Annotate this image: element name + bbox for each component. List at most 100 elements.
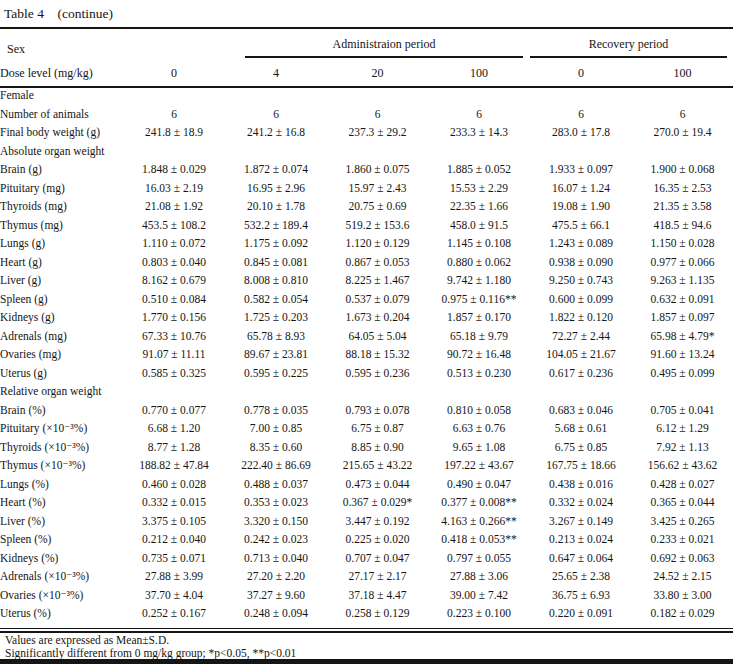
value-cell: 6: [530, 105, 632, 124]
value-cell: 1.770 ± 0.156: [123, 308, 225, 327]
value-cell: 532.2 ± 189.4: [225, 216, 327, 235]
value-cell: 19.08 ± 1.90: [530, 197, 632, 216]
value-cell: 0.495 ± 0.099: [632, 364, 733, 383]
table-row: Uterus (%)0.252 ± 0.1670.248 ± 0.0940.25…: [0, 604, 733, 623]
value-cell: 20.75 ± 0.69: [327, 197, 428, 216]
value-cell: 9.263 ± 1.135: [632, 271, 733, 290]
table-row: Ovaries (×10⁻³%)37.70 ± 4.0437.27 ± 9.60…: [0, 586, 733, 605]
value-cell: 21.35 ± 3.58: [632, 197, 733, 216]
value-cell: 283.0 ± 17.8: [530, 123, 632, 142]
value-cell: 9.250 ± 0.743: [530, 271, 632, 290]
value-cell: 0.490 ± 0.047: [428, 475, 530, 494]
value-cell: 0.365 ± 0.044: [632, 493, 733, 512]
value-cell: 1.872 ± 0.074: [225, 160, 327, 179]
footer-rule-thick: [0, 631, 733, 633]
value-cell: 89.67 ± 23.81: [225, 345, 327, 364]
value-cell: 0.223 ± 0.100: [428, 604, 530, 623]
table-row: Pituitary (×10⁻³%)6.68 ± 1.207.00 ± 0.85…: [0, 419, 733, 438]
value-cell: 0.803 ± 0.040: [123, 253, 225, 272]
value-cell: 15.53 ± 2.29: [428, 179, 530, 198]
value-cell: 3.425 ± 0.265: [632, 512, 733, 531]
row-label: Pituitary (×10⁻³%): [0, 419, 123, 438]
value-cell: 0.438 ± 0.016: [530, 475, 632, 494]
value-cell: 0.845 ± 0.081: [225, 253, 327, 272]
value-cell: 1.848 ± 0.029: [123, 160, 225, 179]
value-cell: 0.252 ± 0.167: [123, 604, 225, 623]
value-cell: 167.75 ± 18.66: [530, 456, 632, 475]
value-cell: 0.513 ± 0.230: [428, 364, 530, 383]
value-cell: 8.008 ± 0.810: [225, 271, 327, 290]
value-cell: 233.3 ± 14.3: [428, 123, 530, 142]
value-cell: 6.63 ± 0.76: [428, 419, 530, 438]
value-cell: 7.92 ± 1.13: [632, 438, 733, 457]
table-row: Thyroids (×10⁻³%)8.77 ± 1.288.35 ± 0.608…: [0, 438, 733, 457]
value-cell: 0.692 ± 0.063: [632, 549, 733, 568]
value-cell: 65.78 ± 8.93: [225, 327, 327, 346]
value-cell: 241.8 ± 18.9: [123, 123, 225, 142]
table-title: Table 4 (continue): [4, 6, 113, 22]
value-cell: 188.82 ± 47.84: [123, 456, 225, 475]
value-cell: 65.18 ± 9.79: [428, 327, 530, 346]
value-cell: 0.248 ± 0.094: [225, 604, 327, 623]
table-row: Female: [0, 86, 733, 105]
row-label: Adrenals (×10⁻³%): [0, 567, 123, 586]
value-cell: 0.428 ± 0.027: [632, 475, 733, 494]
value-cell: 8.225 ± 1.467: [327, 271, 428, 290]
table-row: Heart (g)0.803 ± 0.0400.845 ± 0.0810.867…: [0, 253, 733, 272]
value-cell: 0.647 ± 0.064: [530, 549, 632, 568]
row-label: Final body weight (g): [0, 123, 123, 142]
table-row: Spleen (%)0.212 ± 0.0400.242 ± 0.0230.22…: [0, 530, 733, 549]
table-row: Pituitary (mg)16.03 ± 2.1916.95 ± 2.9615…: [0, 179, 733, 198]
value-cell: 0.975 ± 0.116**: [428, 290, 530, 309]
table-row: Kidneys (%)0.735 ± 0.0710.713 ± 0.0400.7…: [0, 549, 733, 568]
value-cell: 1.243 ± 0.089: [530, 234, 632, 253]
value-cell: 8.162 ± 0.679: [123, 271, 225, 290]
table-row: Final body weight (g)241.8 ± 18.9241.2 ±…: [0, 123, 733, 142]
row-label: Brain (%): [0, 401, 123, 420]
value-cell: 3.375 ± 0.105: [123, 512, 225, 531]
row-label: Female: [0, 86, 123, 105]
value-cell: 33.80 ± 3.00: [632, 586, 733, 605]
value-cell: 1.175 ± 0.092: [225, 234, 327, 253]
value-cell: [225, 86, 327, 105]
value-cell: 0.707 ± 0.047: [327, 549, 428, 568]
table-row: Absolute organ weight: [0, 142, 733, 161]
value-cell: 3.447 ± 0.192: [327, 512, 428, 531]
bottom-edge-rule: [0, 659, 733, 664]
value-cell: 9.742 ± 1.180: [428, 271, 530, 290]
value-cell: 519.2 ± 153.6: [327, 216, 428, 235]
value-cell: 1.933 ± 0.097: [530, 160, 632, 179]
value-cell: 8.35 ± 0.60: [225, 438, 327, 457]
table-row: Thymus (mg)453.5 ± 108.2532.2 ± 189.4519…: [0, 216, 733, 235]
row-label: Heart (g): [0, 253, 123, 272]
value-cell: 0.233 ± 0.021: [632, 530, 733, 549]
dose-level-label: Dose level (mg/kg): [0, 60, 123, 86]
header-rule: [0, 86, 733, 88]
value-cell: 458.0 ± 91.5: [428, 216, 530, 235]
value-cell: 36.75 ± 6.93: [530, 586, 632, 605]
value-cell: 0.460 ± 0.028: [123, 475, 225, 494]
value-cell: 0.793 ± 0.078: [327, 401, 428, 420]
value-cell: 1.857 ± 0.170: [428, 308, 530, 327]
value-cell: [530, 86, 632, 105]
value-cell: 8.77 ± 1.28: [123, 438, 225, 457]
table-row: Adrenals (mg)67.33 ± 10.7665.78 ± 8.9364…: [0, 327, 733, 346]
value-cell: 6: [327, 105, 428, 124]
value-cell: 0.938 ± 0.090: [530, 253, 632, 272]
value-cell: 37.70 ± 4.04: [123, 586, 225, 605]
row-label: Lungs (%): [0, 475, 123, 494]
dose-level-row: Dose level (mg/kg) 0 4 20 100 0 100: [0, 60, 733, 86]
value-cell: 0.810 ± 0.058: [428, 401, 530, 420]
value-cell: 91.60 ± 13.24: [632, 345, 733, 364]
value-cell: 16.35 ± 2.53: [632, 179, 733, 198]
value-cell: 0.212 ± 0.040: [123, 530, 225, 549]
value-cell: 0.182 ± 0.029: [632, 604, 733, 623]
value-cell: [327, 382, 428, 401]
value-cell: [225, 142, 327, 161]
dose-level-recovery-0: 0: [530, 60, 632, 86]
value-cell: 270.0 ± 19.4: [632, 123, 733, 142]
table-row: Adrenals (×10⁻³%)27.88 ± 3.9927.20 ± 2.2…: [0, 567, 733, 586]
value-cell: [530, 382, 632, 401]
table-body: FemaleNumber of animals666666Final body …: [0, 86, 733, 623]
value-cell: 72.27 ± 2.44: [530, 327, 632, 346]
